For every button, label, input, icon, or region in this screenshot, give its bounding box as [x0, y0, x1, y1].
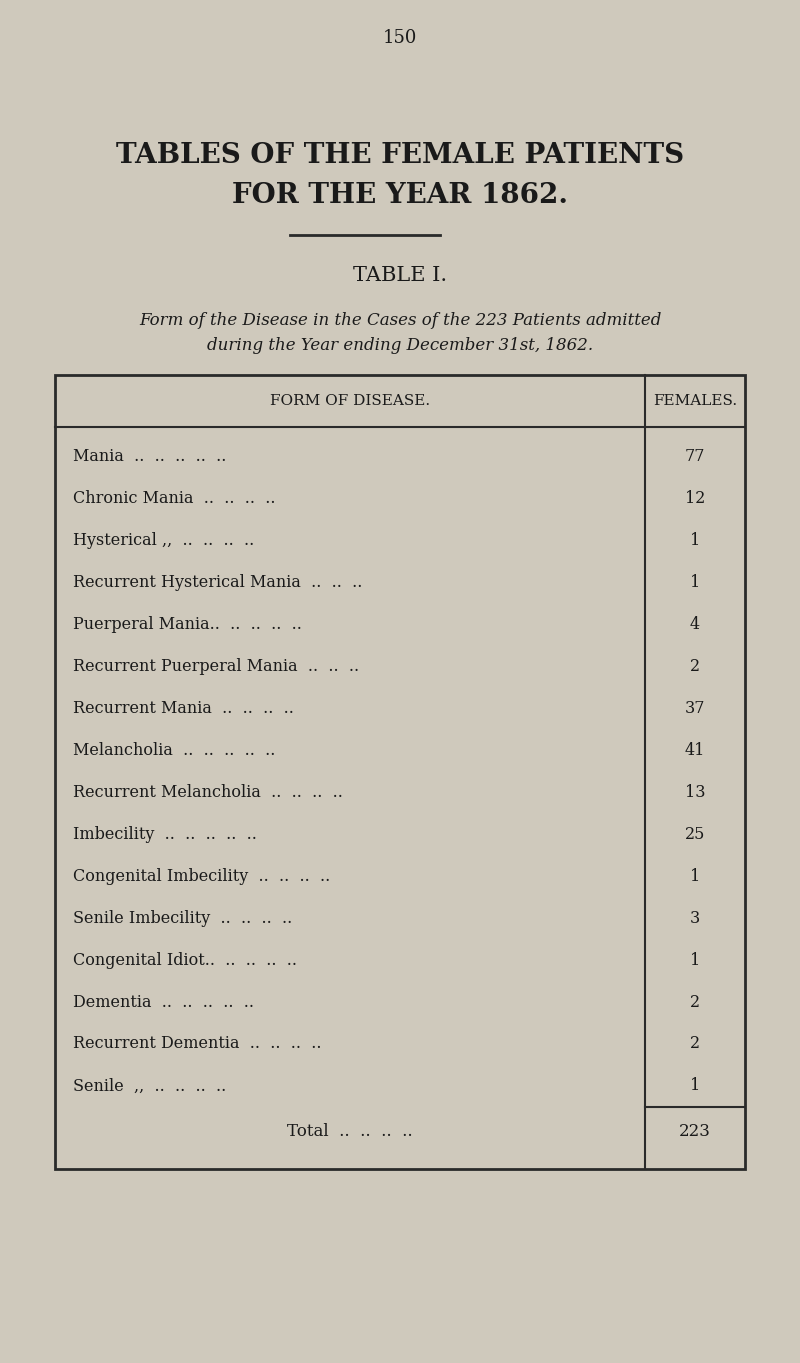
Text: Dementia  ..  ..  ..  ..  ..: Dementia .. .. .. .. ..: [73, 994, 254, 1010]
Text: 41: 41: [685, 741, 705, 758]
Text: Melancholia  ..  ..  ..  ..  ..: Melancholia .. .. .. .. ..: [73, 741, 275, 758]
Text: 1: 1: [690, 951, 700, 969]
Text: Form of the Disease in the Cases of the 223 Patients admitted: Form of the Disease in the Cases of the …: [139, 312, 661, 328]
Text: Imbecility  ..  ..  ..  ..  ..: Imbecility .. .. .. .. ..: [73, 826, 257, 842]
Text: Recurrent Mania  ..  ..  ..  ..: Recurrent Mania .. .. .. ..: [73, 699, 294, 717]
Text: FORM OF DISEASE.: FORM OF DISEASE.: [270, 394, 430, 408]
Text: 12: 12: [685, 489, 705, 507]
Text: Recurrent Dementia  ..  ..  ..  ..: Recurrent Dementia .. .. .. ..: [73, 1036, 322, 1052]
Text: Senile Imbecility  ..  ..  ..  ..: Senile Imbecility .. .. .. ..: [73, 909, 292, 927]
Text: FOR THE YEAR 1862.: FOR THE YEAR 1862.: [232, 181, 568, 209]
Text: FEMALES.: FEMALES.: [653, 394, 737, 408]
Text: Recurrent Puerperal Mania  ..  ..  ..: Recurrent Puerperal Mania .. .. ..: [73, 657, 359, 675]
Text: 2: 2: [690, 657, 700, 675]
Text: Hysterical ,,  ..  ..  ..  ..: Hysterical ,, .. .. .. ..: [73, 532, 254, 548]
Text: 77: 77: [685, 447, 706, 465]
Text: during the Year ending December 31st, 1862.: during the Year ending December 31st, 18…: [207, 337, 593, 353]
Text: Mania  ..  ..  ..  ..  ..: Mania .. .. .. .. ..: [73, 447, 226, 465]
Text: 150: 150: [383, 29, 417, 46]
Text: 2: 2: [690, 1036, 700, 1052]
Text: 3: 3: [690, 909, 700, 927]
Text: Puerperal Mania..  ..  ..  ..  ..: Puerperal Mania.. .. .. .. ..: [73, 616, 302, 632]
Text: 1: 1: [690, 1078, 700, 1094]
Text: 13: 13: [685, 784, 706, 800]
Text: Total  ..  ..  ..  ..: Total .. .. .. ..: [287, 1123, 413, 1141]
Text: TABLES OF THE FEMALE PATIENTS: TABLES OF THE FEMALE PATIENTS: [116, 142, 684, 169]
Text: 2: 2: [690, 994, 700, 1010]
Text: 4: 4: [690, 616, 700, 632]
Text: TABLE I.: TABLE I.: [353, 266, 447, 285]
Text: Recurrent Melancholia  ..  ..  ..  ..: Recurrent Melancholia .. .. .. ..: [73, 784, 343, 800]
Text: Chronic Mania  ..  ..  ..  ..: Chronic Mania .. .. .. ..: [73, 489, 275, 507]
Text: 1: 1: [690, 532, 700, 548]
Text: 25: 25: [685, 826, 705, 842]
Text: Congenital Imbecility  ..  ..  ..  ..: Congenital Imbecility .. .. .. ..: [73, 867, 330, 885]
Text: 37: 37: [685, 699, 706, 717]
Text: Congenital Idiot..  ..  ..  ..  ..: Congenital Idiot.. .. .. .. ..: [73, 951, 297, 969]
Text: 1: 1: [690, 867, 700, 885]
Text: 223: 223: [679, 1123, 711, 1141]
Text: 1: 1: [690, 574, 700, 590]
Text: Recurrent Hysterical Mania  ..  ..  ..: Recurrent Hysterical Mania .. .. ..: [73, 574, 362, 590]
Text: Senile  ,,  ..  ..  ..  ..: Senile ,, .. .. .. ..: [73, 1078, 226, 1094]
Bar: [55, 375, 745, 1169]
